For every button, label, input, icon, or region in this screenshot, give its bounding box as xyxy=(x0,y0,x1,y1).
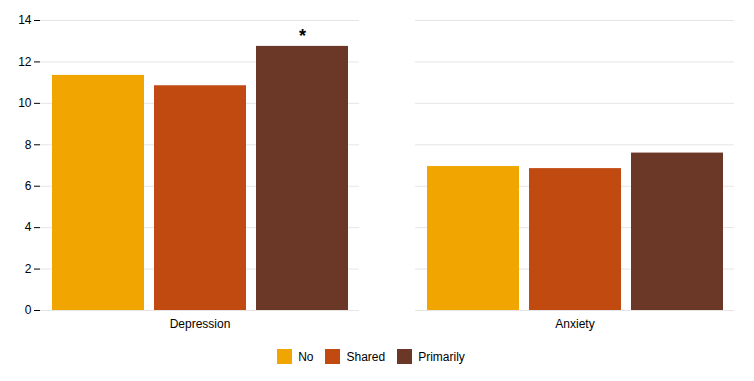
html-text:No: No xyxy=(298,349,314,364)
svg-text:2: 2 xyxy=(25,262,32,276)
svg-text:Anxiety: Anxiety xyxy=(555,317,594,331)
svg-text:8: 8 xyxy=(25,138,32,152)
html-text:Primarily: Primarily xyxy=(418,349,465,364)
svg-text:4: 4 xyxy=(25,220,32,234)
svg-text:14: 14 xyxy=(18,13,32,27)
svg-text:*: * xyxy=(299,26,306,46)
svg-text:12: 12 xyxy=(18,55,32,69)
svg-text:10: 10 xyxy=(18,96,32,110)
svg-text:6: 6 xyxy=(25,179,32,193)
svg-text:0: 0 xyxy=(25,303,32,317)
html-text:Shared: Shared xyxy=(346,349,386,364)
svg-text:Depression: Depression xyxy=(170,317,231,331)
